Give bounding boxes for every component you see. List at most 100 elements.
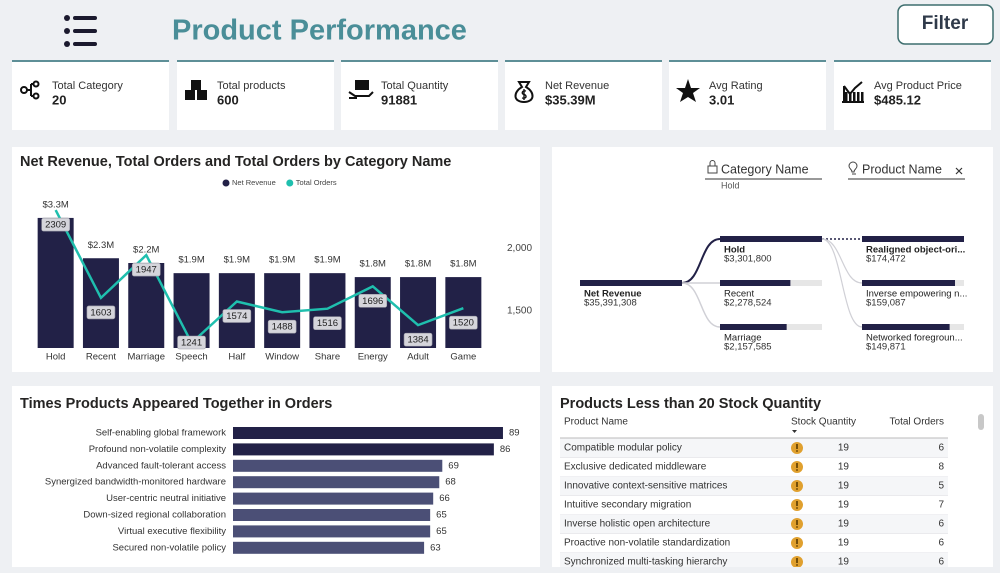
- sort-indicator: [792, 430, 797, 433]
- kpi-card-border: [505, 60, 662, 62]
- line-value-label-text: 1947: [136, 265, 157, 276]
- warning-icon-mark: [796, 558, 798, 563]
- bar-value-label: $1.8M: [405, 259, 431, 270]
- cell: Inverse holistic open architecture: [564, 519, 711, 530]
- line-value-label-text: 1574: [226, 311, 247, 322]
- icon-part: [27, 83, 33, 97]
- cell: Compatible modular policy: [564, 443, 682, 454]
- warning-icon-dot: [796, 507, 798, 509]
- tree-node-label: Marriage: [724, 333, 762, 344]
- menu-line: [73, 16, 97, 20]
- tree-bar[interactable]: [862, 236, 964, 242]
- column-header[interactable]: Total Orders: [890, 417, 944, 428]
- tree-bar[interactable]: [862, 324, 950, 330]
- kpi-icon: [348, 80, 374, 99]
- line-value-label-text: 2309: [45, 220, 66, 231]
- tree-bar[interactable]: [720, 324, 787, 330]
- x-tick-label: Energy: [358, 352, 388, 363]
- legend-label: Total Orders: [296, 178, 337, 187]
- row-band: [560, 552, 948, 567]
- tree-connector: [821, 238, 863, 284]
- icon-part: [355, 80, 369, 90]
- menu-dot: [64, 28, 70, 34]
- kpi-value: 3.01: [709, 92, 734, 107]
- kpi-card-border: [341, 60, 498, 62]
- line-value-label: 1603: [86, 305, 116, 320]
- menu-dot: [64, 41, 70, 47]
- menu-icon[interactable]: [64, 15, 97, 47]
- bar-value-label: $1.9M: [314, 255, 340, 266]
- bar-value-label: 63: [430, 542, 441, 553]
- y-tick-label: Virtual executive flexibility: [118, 526, 226, 537]
- tree-node-value: $159,087: [866, 298, 906, 309]
- kpi-label: Total Category: [52, 80, 123, 92]
- tree-node-value: $174,472: [866, 254, 906, 265]
- tree-node-value: $2,278,524: [724, 298, 772, 309]
- tree-bar[interactable]: [580, 280, 682, 286]
- line-value-label: 2309: [41, 217, 70, 232]
- cell: 5: [938, 481, 944, 492]
- bar-value-label: 65: [436, 526, 447, 537]
- line-value-label-text: 1696: [362, 296, 383, 307]
- page-title: Product Performance: [172, 15, 467, 47]
- tree-bar[interactable]: [720, 236, 822, 242]
- y-tick-label: Self-enabling global framework: [96, 428, 227, 439]
- filter-button-box[interactable]: [897, 4, 994, 45]
- bar-value-label: 65: [436, 510, 447, 521]
- scrollbar[interactable]: [978, 414, 984, 430]
- line-value-label: 1947: [131, 262, 161, 277]
- tree-bar[interactable]: [862, 280, 956, 286]
- y-tick-label: Secured non-volatile policy: [112, 542, 226, 553]
- bar-value-label: $2.3M: [88, 240, 114, 251]
- line-value-label-box: [222, 309, 252, 323]
- cell: Synchronized multi-tasking hierarchy: [564, 557, 727, 568]
- tree-node-value: $149,871: [866, 342, 906, 353]
- tree-connector: [681, 238, 721, 284]
- kpi-icon: [514, 81, 534, 104]
- legend-marker: [286, 179, 294, 187]
- icon-part: [191, 80, 201, 90]
- kpi-value: $35.39M: [545, 92, 596, 107]
- filter-button-label[interactable]: Filter: [922, 13, 969, 34]
- column-header[interactable]: Stock Quantity: [791, 417, 856, 428]
- line-value-label: 1516: [313, 316, 342, 331]
- icon-part: [845, 92, 848, 102]
- kpi-card-border: [669, 60, 826, 62]
- tree-bar[interactable]: [720, 280, 791, 286]
- line-value-label-box: [41, 217, 70, 232]
- cell: 7: [938, 500, 944, 511]
- tree-node-value: $2,157,585: [724, 342, 772, 353]
- cell: 19: [838, 481, 850, 492]
- kpi-card-border: [12, 60, 169, 62]
- x-tick-label: Marriage: [128, 352, 166, 363]
- cell: 19: [838, 500, 850, 511]
- icon-part: [849, 92, 852, 102]
- warning-icon-dot: [796, 450, 798, 452]
- tree-node-label: Inverse empowering n...: [866, 289, 967, 300]
- bar-value-label: 66: [439, 493, 450, 504]
- kpi-label: Total products: [217, 80, 286, 92]
- column-header[interactable]: Product Name: [564, 417, 628, 428]
- kpi-label: Net Revenue: [545, 80, 609, 92]
- bar-value-label: $1.9M: [178, 255, 204, 266]
- kpi-label: Avg Rating: [709, 80, 763, 92]
- y2-tick-label: 2,000: [507, 243, 532, 254]
- close-icon[interactable]: [955, 167, 963, 175]
- warning-icon-dot: [796, 564, 798, 566]
- menu-line: [73, 42, 97, 46]
- chart-title: Net Revenue, Total Orders and Total Orde…: [20, 154, 451, 170]
- panel: [552, 147, 993, 372]
- bar: [233, 509, 431, 521]
- decomposition-tree: Category Name Hold Product Name Net Revenue…: [580, 160, 967, 353]
- cell: 8: [938, 462, 944, 473]
- x-tick-label: Speech: [175, 352, 207, 363]
- icon-part: [185, 90, 195, 100]
- bar: [233, 541, 425, 554]
- filter-button[interactable]: Filter: [897, 4, 994, 45]
- icon-part: [32, 92, 40, 100]
